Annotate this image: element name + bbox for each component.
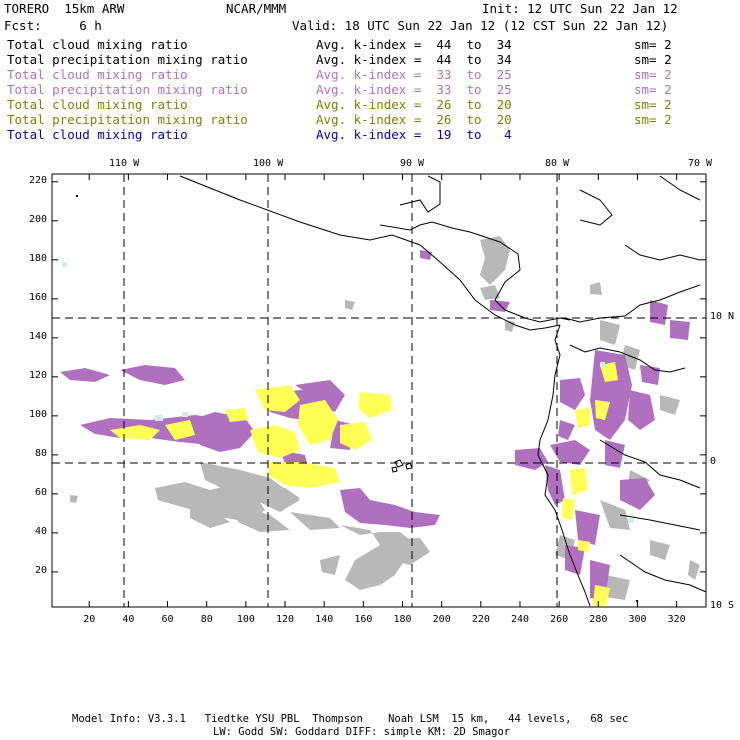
legend-index: Avg. k-index = 33 to 25: [316, 82, 512, 97]
lat-label: 10 S: [710, 600, 735, 611]
y-tick-label: 180: [29, 252, 48, 264]
org-label: NCAR/MMM: [226, 1, 287, 16]
lon-label: 90 W: [400, 158, 425, 169]
forecast-hour: Fcst: 6 h: [4, 18, 102, 33]
lat-lon-grid: [52, 174, 706, 607]
model-title: TORERO 15km ARW: [4, 1, 125, 16]
legend-index: Avg. k-index = 26 to 20: [316, 97, 512, 112]
x-tick-label: 240: [510, 614, 530, 625]
model-info-physics: LW: Godd SW: Goddard DIFF: simple KM: 2D…: [213, 726, 511, 738]
x-tick-label: 320: [667, 614, 686, 625]
model-info: Model Info: V3.3.1 Tiedtke YSU PBL Thomp…: [72, 713, 629, 725]
legend-sm: sm= 2: [634, 37, 672, 52]
legend-sm: sm= 2: [634, 97, 672, 112]
lat-label: 10 N: [710, 311, 735, 322]
y-tick-label: 140: [29, 330, 48, 342]
y-tick-label: 100: [29, 408, 48, 420]
x-tick-label: 160: [354, 614, 373, 625]
valid-time: Valid: 18 UTC Sun 22 Jan 12 (12 CST Sun …: [292, 18, 669, 33]
axis-ticks: [52, 174, 706, 607]
y-tick-label: 220: [29, 174, 48, 186]
legend-label: Total precipitation mixing ratio: [7, 52, 248, 67]
x-tick-label: 200: [432, 614, 451, 625]
x-tick-label: 80: [200, 614, 213, 625]
y-tick-label: 40: [35, 525, 48, 537]
y-tick-label: 160: [29, 291, 48, 303]
lon-label: 100 W: [253, 158, 284, 169]
legend-label: Total cloud mixing ratio: [7, 67, 188, 82]
y-tick-label: 80: [35, 447, 48, 459]
legend-sm: sm= 2: [634, 82, 672, 97]
x-tick-label: 140: [315, 614, 334, 625]
x-tick-label: 100: [236, 614, 255, 625]
lon-label: 80 W: [545, 158, 570, 169]
x-tick-label: 220: [471, 614, 490, 625]
legend-label: Total precipitation mixing ratio: [7, 112, 248, 127]
lat-label: 0: [710, 456, 717, 467]
cyan-cloud-fields: [62, 262, 634, 523]
legend-label: Total cloud mixing ratio: [7, 127, 188, 142]
y-tick-label: 20: [35, 564, 48, 576]
x-tick-label: 40: [122, 614, 135, 625]
init-time: Init: 12 UTC Sun 22 Jan 12: [482, 1, 678, 16]
legend-sm: sm= 2: [634, 112, 672, 127]
x-tick-label: 60: [161, 614, 174, 625]
legend-sm: sm= 2: [634, 52, 672, 67]
yellow-precip-fields: [110, 362, 618, 606]
legend-label: Total cloud mixing ratio: [7, 97, 188, 112]
x-tick-label: 20: [83, 614, 96, 625]
x-tick-label: 120: [276, 614, 295, 625]
legend-index: Avg. k-index = 33 to 25: [316, 67, 512, 82]
legend-label: Total cloud mixing ratio: [7, 37, 188, 52]
legend-index: Avg. k-index = 44 to 34: [316, 37, 512, 52]
x-tick-label: 180: [393, 614, 412, 625]
x-tick-label: 260: [550, 614, 569, 625]
y-tick-label: 120: [29, 369, 48, 381]
legend-index: Avg. k-index = 44 to 34: [316, 52, 512, 67]
lon-label: 70 W: [688, 158, 713, 169]
legend-label: Total precipitation mixing ratio: [7, 82, 248, 97]
coastlines: [179, 175, 707, 607]
legend-index: Avg. k-index = 19 to 4: [316, 127, 512, 142]
legend-sm: sm= 2: [634, 67, 672, 82]
y-tick-label: 60: [35, 486, 48, 498]
x-tick-label: 300: [628, 614, 647, 625]
y-tick-label: 200: [29, 213, 48, 225]
legend-index: Avg. k-index = 26 to 20: [316, 112, 512, 127]
lon-label: 110 W: [109, 158, 140, 169]
x-tick-label: 280: [589, 614, 608, 625]
